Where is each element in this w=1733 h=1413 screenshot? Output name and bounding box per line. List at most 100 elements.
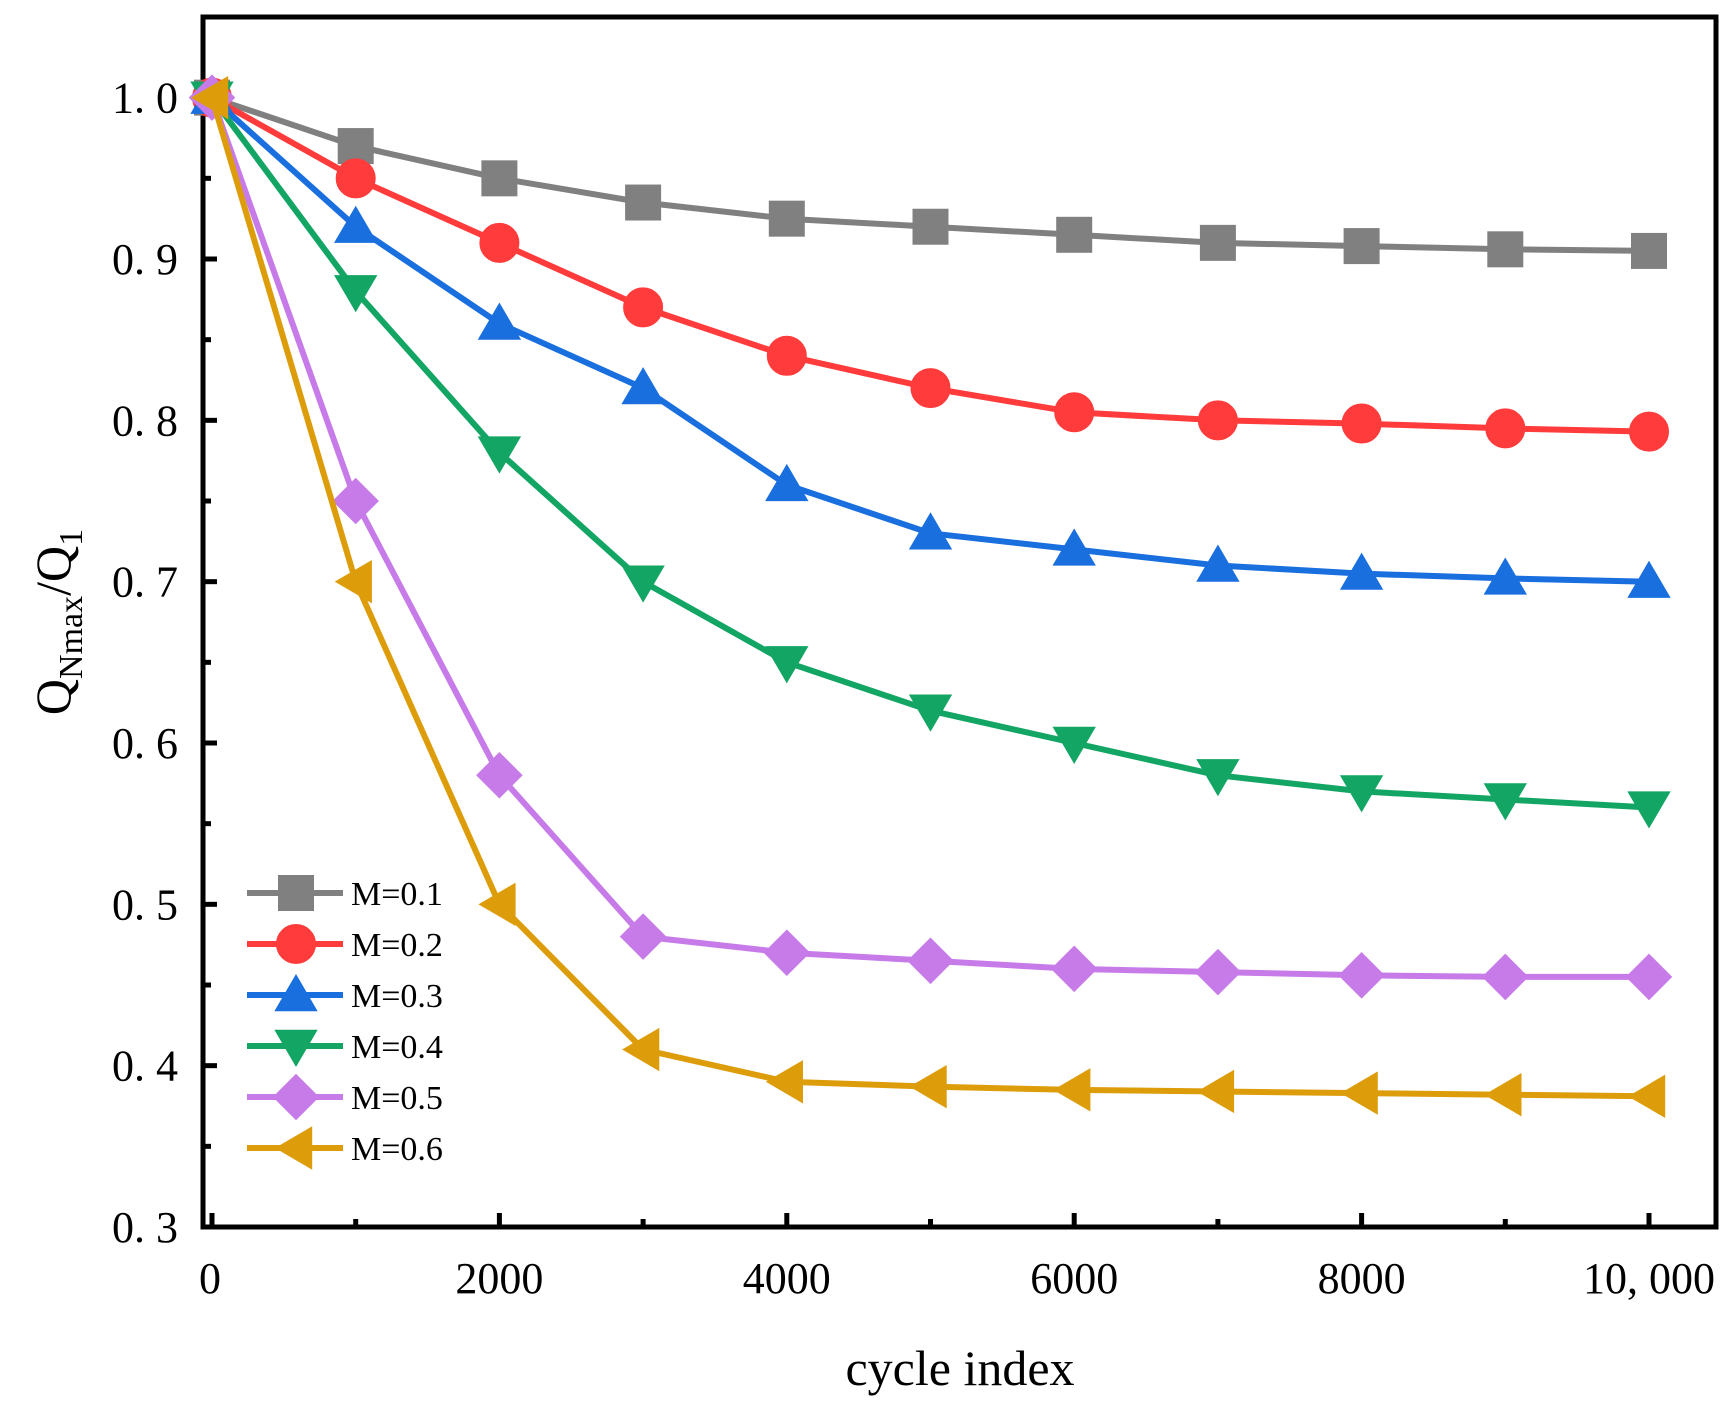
legend-item: M=0.6 bbox=[247, 1126, 443, 1170]
data-point bbox=[768, 200, 805, 237]
legend-label: M=0.5 bbox=[351, 1080, 443, 1117]
data-point bbox=[191, 75, 229, 120]
series-M=0.6 bbox=[191, 75, 1666, 1119]
data-point bbox=[766, 335, 807, 376]
series-line bbox=[209, 95, 1650, 585]
data-point bbox=[334, 205, 378, 243]
data-point bbox=[1052, 726, 1096, 764]
data-point bbox=[1054, 392, 1095, 433]
legend-label: M=0.3 bbox=[351, 978, 443, 1015]
x-tick-label: 4000 bbox=[743, 1254, 831, 1303]
y-tick-label: 0. 9 bbox=[112, 235, 178, 284]
legend-item: M=0.2 bbox=[247, 924, 443, 964]
data-point bbox=[1341, 403, 1382, 444]
data-point bbox=[623, 287, 664, 328]
legend-label: M=0.2 bbox=[351, 927, 443, 964]
plot-frame bbox=[200, 14, 1719, 1230]
series-M=0.4 bbox=[190, 81, 1671, 829]
data-point bbox=[1056, 216, 1093, 253]
data-point bbox=[909, 1064, 947, 1109]
legend-label: M=0.4 bbox=[351, 1029, 443, 1066]
legend-marker bbox=[276, 924, 316, 964]
data-point bbox=[1625, 953, 1673, 1001]
axis-ticks: 0 2000 4000 6000 8000 10, 000 0. 3 0. 4 0. 5 0. 6… bbox=[112, 74, 1715, 1303]
y-axis-title-mid: /Q bbox=[25, 546, 81, 596]
y-tick-label: 0. 3 bbox=[112, 1203, 178, 1252]
data-point bbox=[1196, 1069, 1235, 1114]
data-point bbox=[1482, 953, 1529, 1001]
legend: M=0.1 M=0.2 M=0.3 M=0.4 M=0.5 M=0.6 bbox=[247, 875, 443, 1170]
data-point bbox=[621, 565, 665, 603]
data-point bbox=[1485, 408, 1526, 449]
data-point bbox=[1338, 952, 1385, 999]
data-point bbox=[334, 559, 372, 604]
data-point bbox=[765, 646, 809, 684]
data-point bbox=[1050, 945, 1098, 993]
y-tick-label: 0. 6 bbox=[112, 719, 178, 768]
legend-marker bbox=[274, 1029, 318, 1067]
legend-marker bbox=[274, 974, 318, 1012]
data-point bbox=[1629, 411, 1669, 452]
data-point bbox=[622, 1027, 660, 1072]
data-point bbox=[625, 184, 662, 221]
y-axis-title-sub1: Nmax bbox=[53, 596, 90, 679]
data-point bbox=[334, 275, 378, 313]
data-point bbox=[619, 913, 667, 960]
data-point bbox=[910, 368, 951, 409]
y-tick-label: 0. 7 bbox=[112, 558, 178, 607]
data-point bbox=[478, 882, 516, 927]
y-tick-label: 0. 4 bbox=[112, 1042, 178, 1091]
data-point bbox=[1194, 948, 1242, 996]
data-point bbox=[1053, 1068, 1091, 1112]
data-point bbox=[621, 367, 665, 405]
y-tick-label: 0. 8 bbox=[112, 396, 178, 445]
data-point bbox=[1052, 528, 1096, 566]
data-point bbox=[335, 158, 376, 199]
x-tick-label: 2000 bbox=[455, 1254, 543, 1303]
series-M=0.2 bbox=[192, 77, 1669, 452]
data-point bbox=[1487, 231, 1524, 268]
data-point bbox=[1627, 791, 1671, 829]
data-point bbox=[1339, 775, 1384, 813]
data-point bbox=[1196, 544, 1240, 582]
x-tick-label: 10, 000 bbox=[1583, 1254, 1715, 1303]
legend-item: M=0.5 bbox=[247, 1073, 443, 1121]
data-point bbox=[765, 1060, 803, 1104]
series-M=0.1 bbox=[194, 79, 1667, 269]
legend-item: M=0.4 bbox=[247, 1029, 443, 1067]
data-point bbox=[477, 436, 522, 474]
legend-label: M=0.6 bbox=[351, 1131, 443, 1168]
data-point bbox=[1343, 228, 1380, 265]
data-point bbox=[1340, 1071, 1378, 1115]
legend-marker bbox=[275, 1126, 313, 1170]
data-point bbox=[763, 929, 811, 976]
data-point bbox=[1484, 1073, 1522, 1117]
data-point bbox=[907, 937, 954, 985]
x-axis-title: cycle index bbox=[845, 1340, 1074, 1396]
data-point bbox=[1628, 1074, 1666, 1119]
data-point bbox=[765, 463, 809, 502]
y-tick-label: 0. 5 bbox=[112, 880, 178, 929]
data-point bbox=[912, 208, 949, 245]
data-point bbox=[476, 752, 523, 799]
data-point bbox=[1483, 783, 1527, 821]
data-point bbox=[481, 160, 518, 197]
x-tick-label: 6000 bbox=[1030, 1254, 1118, 1303]
data-point bbox=[477, 302, 522, 340]
data-point bbox=[908, 512, 953, 550]
x-tick-label: 0 bbox=[199, 1254, 221, 1303]
data-point bbox=[332, 477, 379, 525]
legend-marker bbox=[278, 875, 314, 911]
data-point bbox=[1199, 224, 1236, 261]
series-M=0.5 bbox=[188, 74, 1673, 1001]
data-series bbox=[188, 74, 1673, 1119]
y-axis-title: QNmax/Q1 bbox=[25, 529, 90, 715]
series-M=0.3 bbox=[190, 76, 1671, 598]
data-point bbox=[1339, 552, 1384, 590]
legend-item: M=0.3 bbox=[247, 974, 443, 1015]
data-point bbox=[337, 128, 374, 165]
data-point bbox=[479, 222, 520, 263]
legend-item: M=0.1 bbox=[247, 875, 443, 913]
data-point bbox=[1483, 557, 1527, 595]
